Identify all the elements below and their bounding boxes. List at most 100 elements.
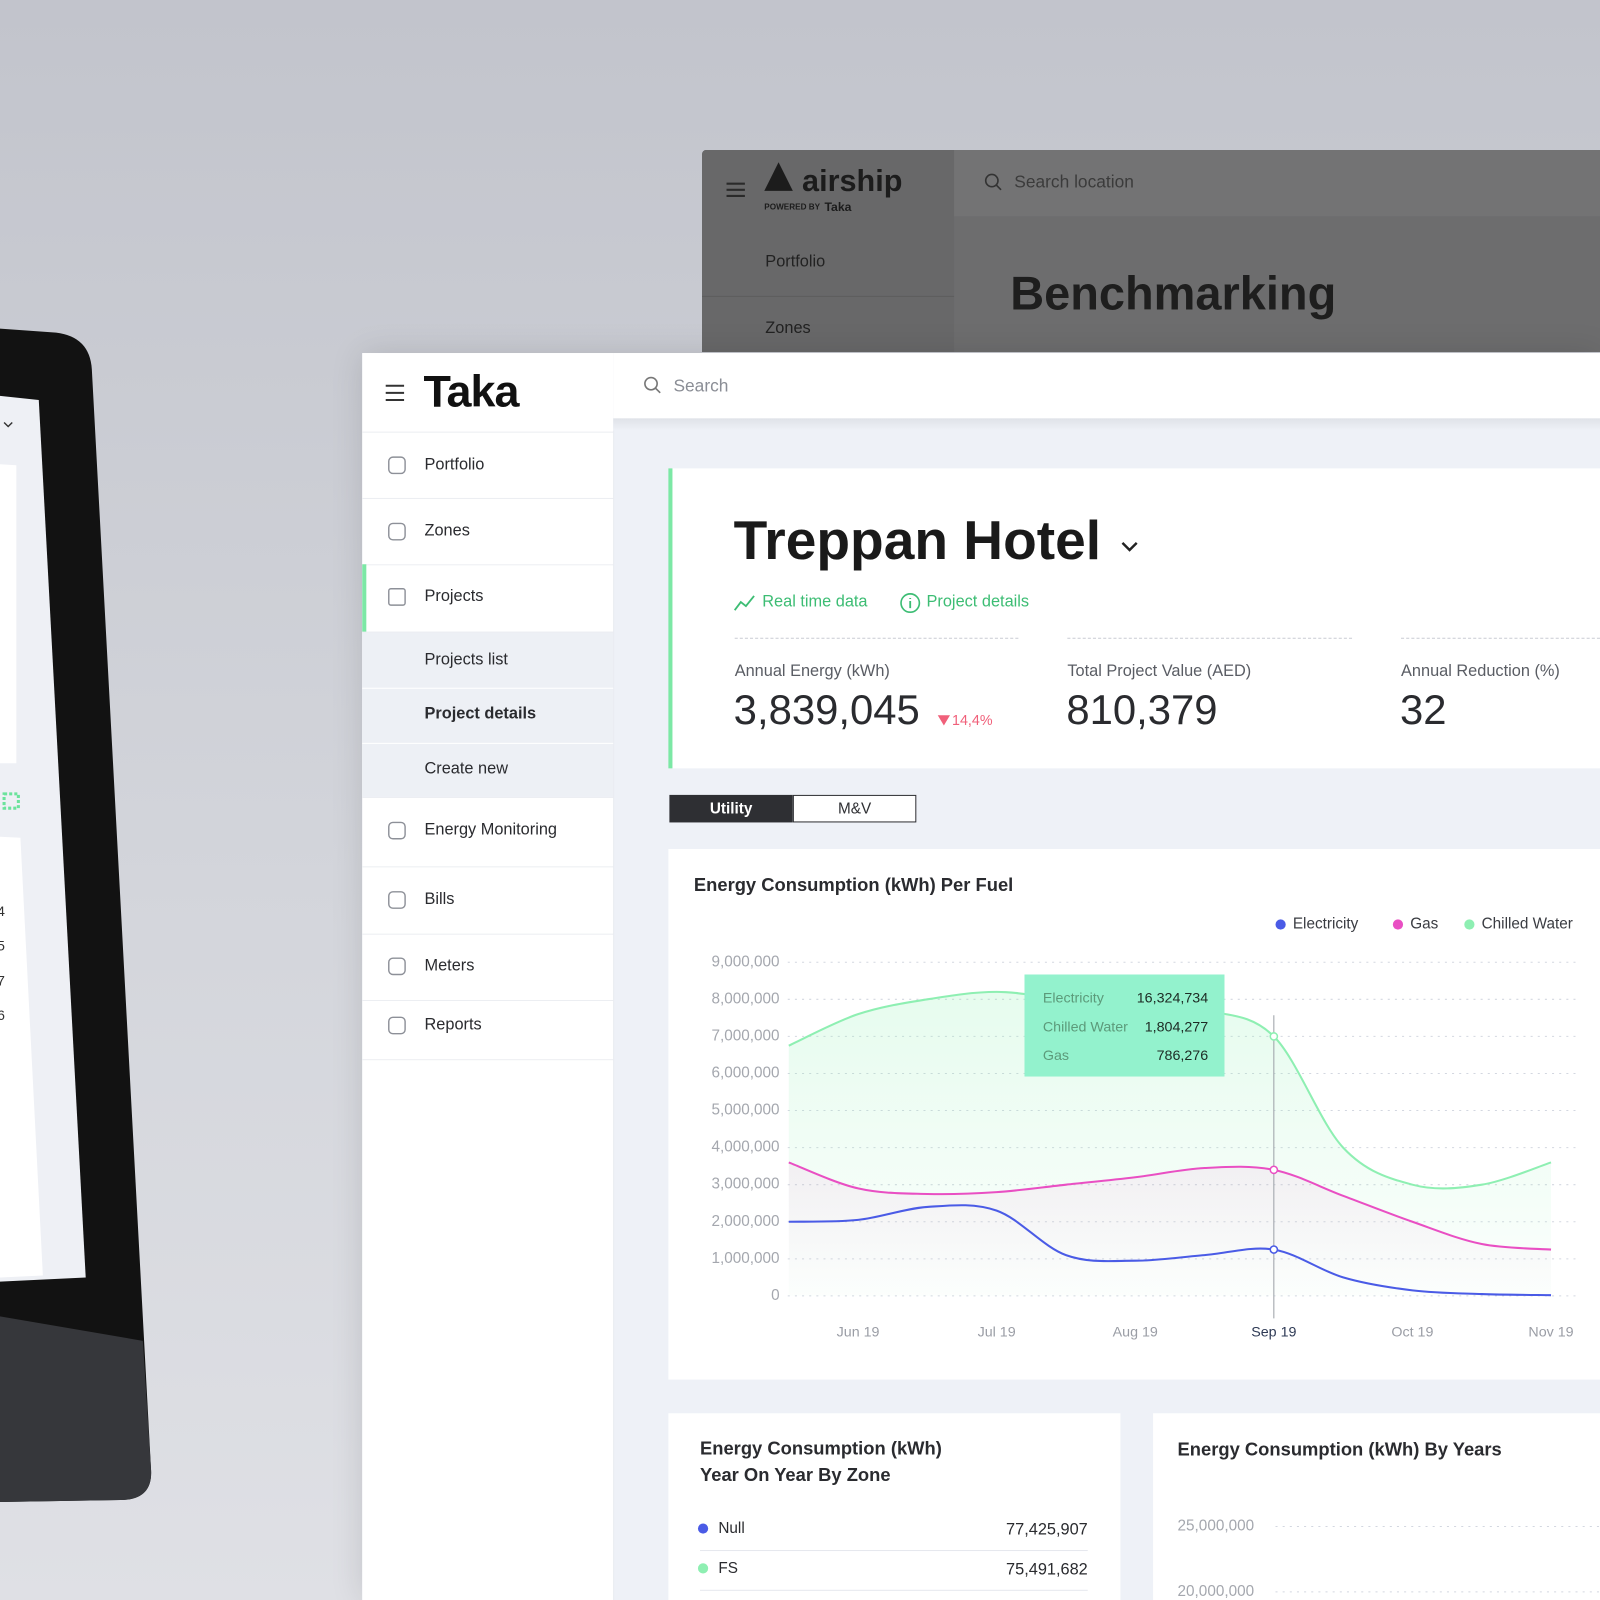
area: [788, 1162, 1552, 1296]
back-hamburger: [726, 182, 745, 197]
device-label: 5: [0, 939, 5, 955]
separator: [362, 687, 614, 689]
hamburger[interactable]: [384, 383, 408, 403]
device-label: 6: [0, 1008, 5, 1024]
search[interactable]: Search: [673, 376, 729, 396]
kpi-value: 810,379: [1066, 686, 1218, 734]
y-tick-label: 2,000,000: [712, 1213, 780, 1230]
project-name[interactable]: Treppan Hotel: [733, 509, 1102, 572]
row-value: 77,425,907: [1006, 1521, 1088, 1539]
info-icon: [900, 593, 921, 614]
x-tick-label: Sep 19: [1251, 1324, 1296, 1340]
x-tick-label: Jul 19: [978, 1324, 1016, 1340]
kpi-label: Total Project Value (AED): [1067, 662, 1252, 681]
nav-item[interactable]: Meters: [424, 957, 475, 975]
separator: [362, 866, 614, 868]
link[interactable]: Project details: [926, 593, 1030, 611]
device: 4 5 7 6: [0, 328, 152, 1503]
point: [1269, 1032, 1279, 1041]
legend-label: Gas: [1410, 916, 1438, 933]
separator: [362, 497, 614, 499]
nav-item[interactable]: Bills: [424, 890, 455, 909]
line: [788, 1204, 1552, 1297]
back-nav-item[interactable]: Portfolio: [765, 253, 826, 271]
nav-item[interactable]: Projects list: [424, 651, 508, 669]
device-label: 4: [0, 904, 5, 920]
tooltip-label: Chilled Water: [1043, 1019, 1128, 1035]
kpi-label: Annual Reduction (%): [1401, 662, 1560, 681]
back-powered-by: POWERED BY: [764, 202, 821, 212]
back-nav-item[interactable]: Zones: [765, 319, 811, 338]
kpi-value: 3,839,045: [733, 686, 920, 734]
nav-icon: [388, 522, 406, 541]
y-tick-label: 7,000,000: [712, 1027, 780, 1044]
nav-icon: [388, 821, 406, 840]
separator: [362, 742, 614, 744]
separator: [362, 431, 614, 433]
separator: [362, 1059, 614, 1061]
y-tick-label: 1,000,000: [712, 1250, 780, 1267]
legend-dot: [1275, 919, 1286, 930]
y-tick-label: 8,000,000: [712, 990, 780, 1007]
back-logo-icon: [764, 162, 793, 191]
nav-icon-shape: [388, 588, 406, 606]
project-card: [668, 468, 1600, 769]
tooltip-label: Gas: [1043, 1048, 1069, 1064]
tab[interactable]: M&V: [792, 794, 917, 823]
separator: [699, 1589, 1088, 1591]
card-title: Energy Consumption (kWh): [699, 1437, 942, 1459]
link[interactable]: Real time data: [762, 593, 868, 611]
device-panel: [0, 464, 43, 1278]
x-tick-label: Jun 19: [837, 1324, 880, 1340]
separator: [362, 796, 614, 798]
nav-item[interactable]: Zones: [424, 522, 470, 540]
tab-active[interactable]: Utility: [669, 794, 793, 823]
nav-icon: [388, 1016, 406, 1035]
device-chevron: [3, 421, 13, 428]
nav-icon-shape: [388, 957, 406, 976]
nav-item[interactable]: Portfolio: [424, 456, 485, 474]
top-bar-shadow: [613, 418, 1600, 431]
legend-dot: [697, 1563, 709, 1574]
nav-icon-shape: [388, 456, 406, 475]
y-tick-label: 20,000,000: [1178, 1583, 1255, 1600]
y-tick-label: 6,000,000: [712, 1065, 780, 1082]
legend-label: Chilled Water: [1482, 916, 1573, 933]
separator: [699, 1549, 1088, 1552]
nav-item[interactable]: Project details: [424, 705, 537, 723]
point: [1269, 1245, 1279, 1254]
y-tick-label: 4,000,000: [712, 1139, 780, 1156]
row-name: FS: [718, 1559, 738, 1578]
nav-item[interactable]: Reports: [424, 1016, 482, 1034]
back-search[interactable]: Search location: [1014, 172, 1134, 192]
separator: [362, 564, 614, 566]
card-title: Year On Year By Zone: [699, 1464, 891, 1485]
nav-item[interactable]: Create new: [424, 760, 508, 778]
line: [788, 1161, 1552, 1251]
y-tick-label: 9,000,000: [712, 953, 780, 970]
nav-icon: [388, 891, 406, 909]
legend-dot: [697, 1523, 709, 1534]
project-chevron[interactable]: [1119, 539, 1139, 555]
kpi-change: 14,4%: [952, 711, 993, 729]
separator: [362, 631, 614, 633]
tooltip-value: 1,804,277: [1145, 1019, 1209, 1035]
chart-title: Energy Consumption (kWh) By Years: [1177, 1438, 1502, 1460]
y-tick-label: 5,000,000: [712, 1102, 780, 1119]
kpi-change-arrow: [937, 715, 950, 726]
tooltip-label: Electricity: [1043, 991, 1105, 1007]
kpi-value: 32: [1399, 686, 1447, 734]
nav-icon: [388, 957, 406, 976]
nav-icon: [388, 456, 406, 475]
tooltip-value: 16,324,734: [1137, 991, 1208, 1007]
device-icon: [2, 792, 20, 810]
row-name: Null: [718, 1519, 745, 1538]
legend-dot: [1464, 919, 1475, 930]
divider: [1067, 637, 1353, 639]
tooltip-value: 786,276: [1157, 1048, 1209, 1064]
years-card: [1153, 1413, 1600, 1600]
zone-card: [668, 1413, 1121, 1600]
nav-item[interactable]: Projects: [424, 587, 484, 606]
nav-item[interactable]: Energy Monitoring: [424, 821, 557, 839]
back-logo: airship: [802, 164, 903, 198]
